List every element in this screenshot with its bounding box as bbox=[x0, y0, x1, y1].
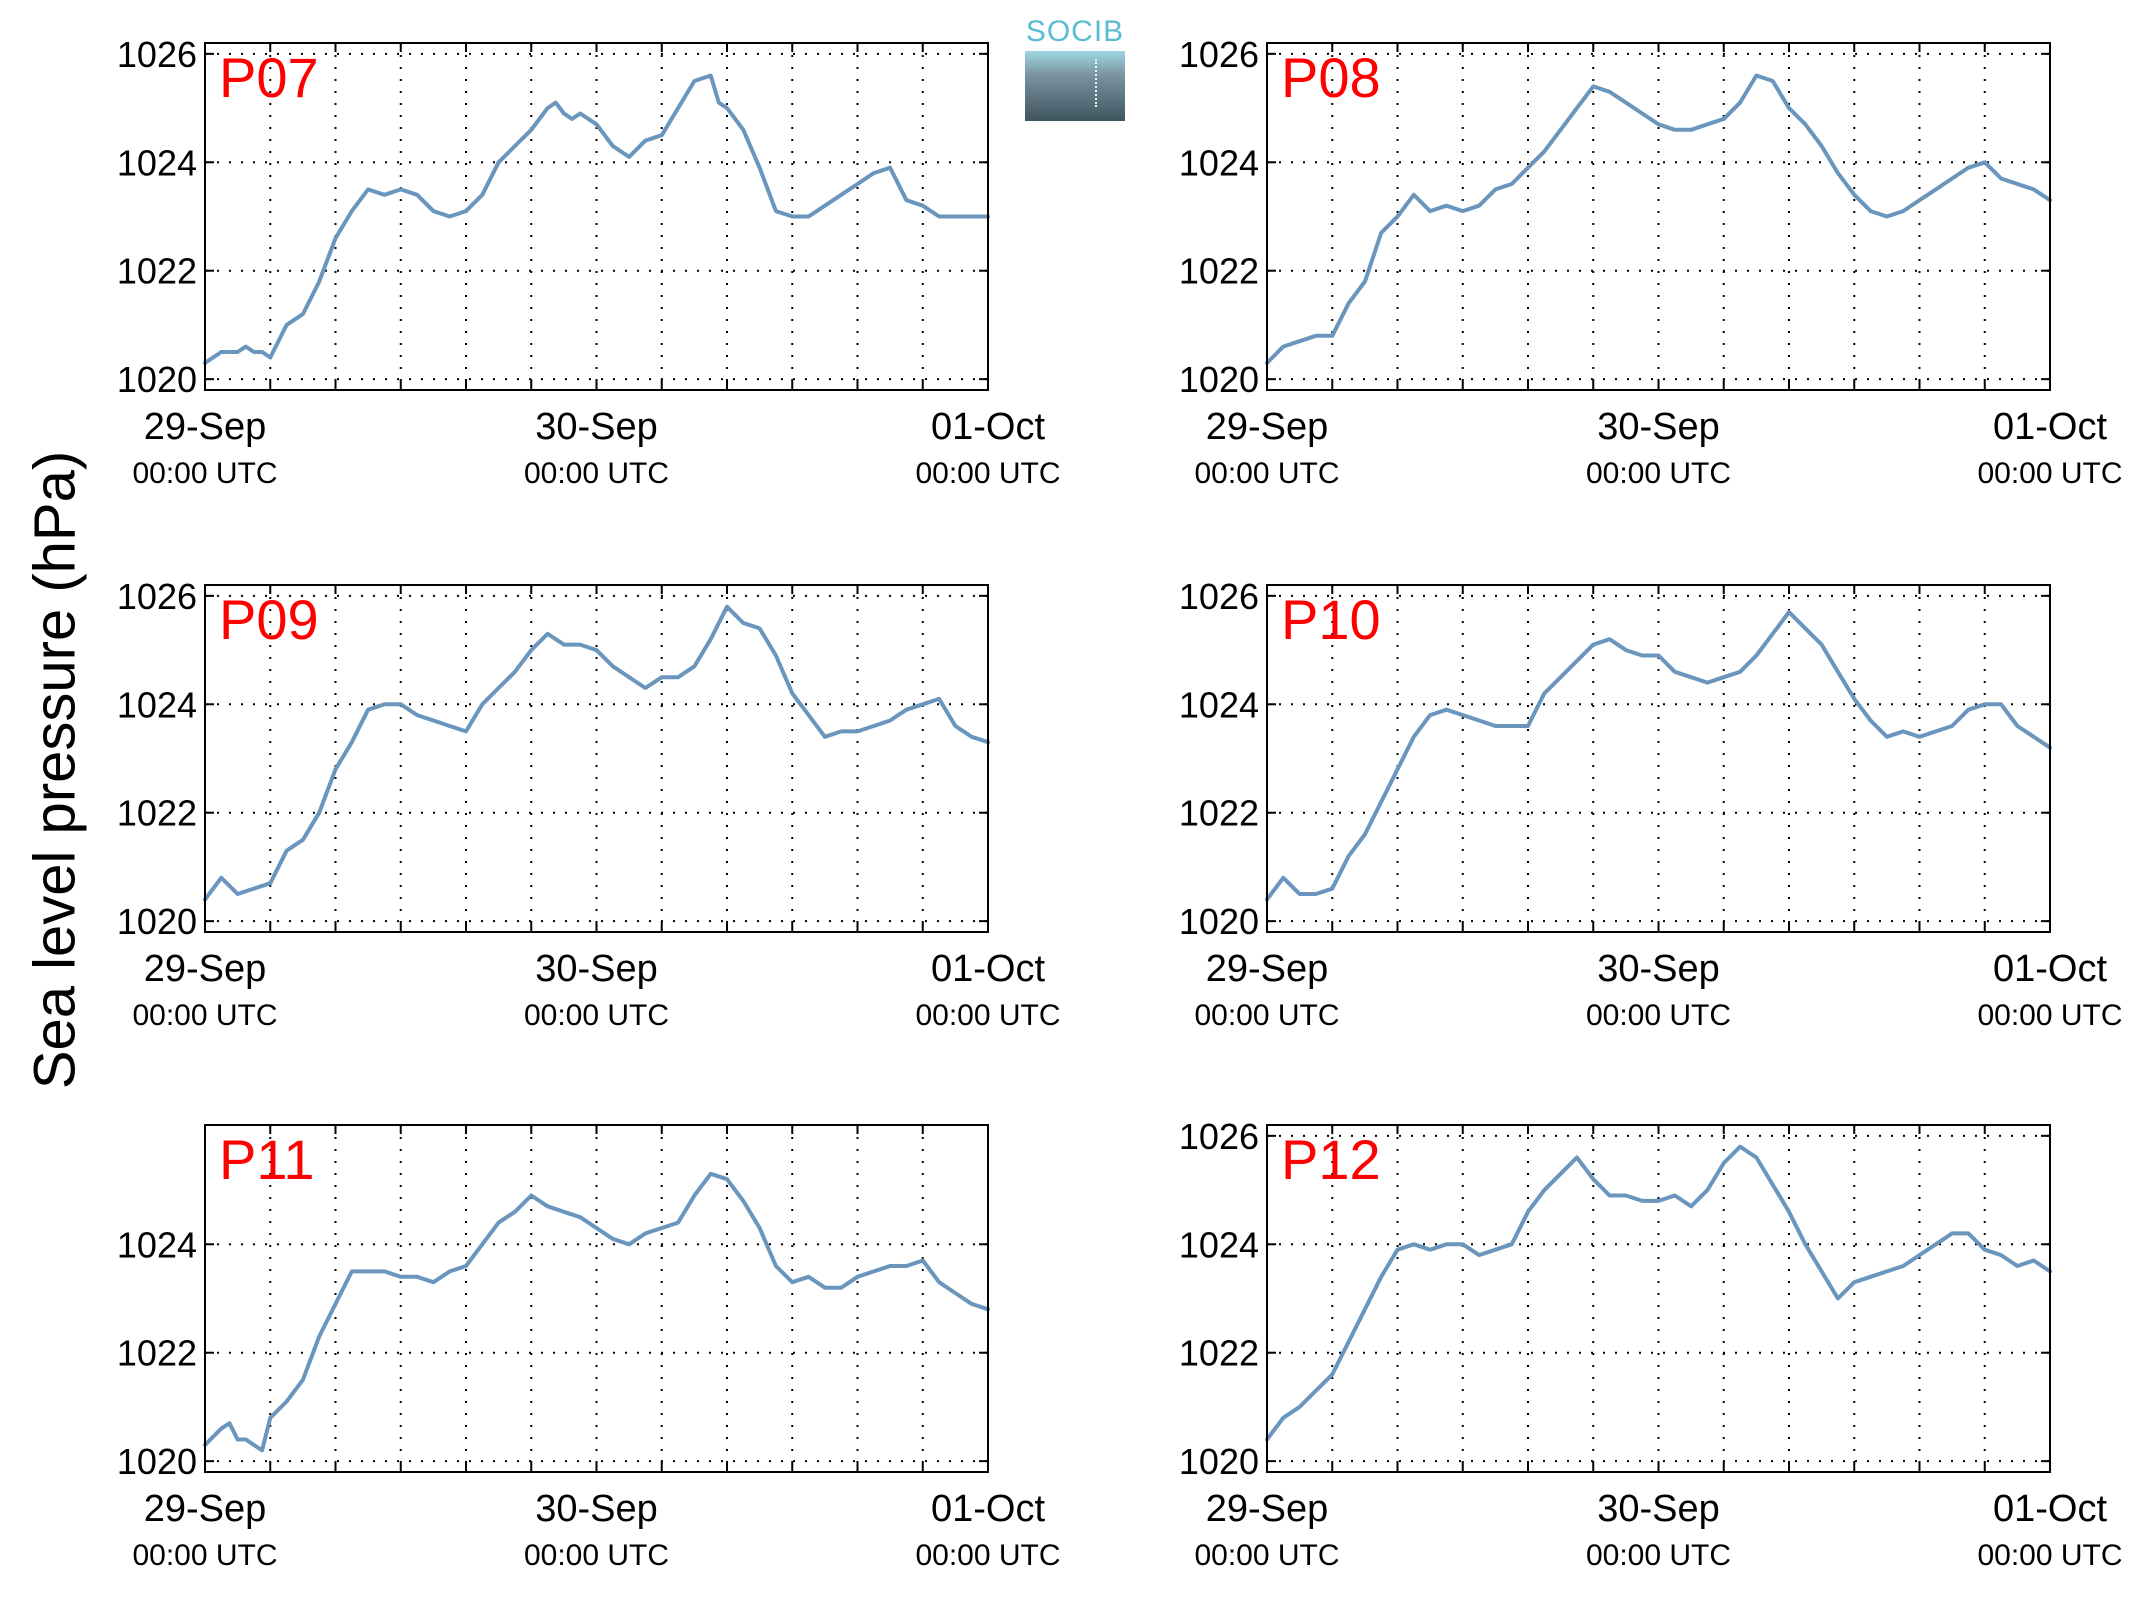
series-line bbox=[203, 1171, 990, 1453]
plot-area bbox=[1267, 1125, 2050, 1472]
chart-panel-p09: 1020 1022 1024 1026 29-Sep 00:00 UTC 30-Sep 00:… bbox=[117, 576, 1061, 1032]
logo-text: SOCIB bbox=[1025, 15, 1125, 48]
chart-panel-p10: 1020 1022 1024 1026 29-Sep 00:00 UTC 30-Sep 00:… bbox=[1179, 576, 2123, 1032]
plot-frame bbox=[204, 1124, 989, 1473]
plot-frame bbox=[1266, 1124, 2051, 1473]
plot-area bbox=[1267, 585, 2050, 932]
x-tick-label-time: 00:00 UTC bbox=[1977, 1539, 2122, 1572]
y-tick-label: 1022 bbox=[117, 251, 197, 292]
panel-title: P09 bbox=[219, 588, 319, 651]
logo-graphic bbox=[1025, 51, 1125, 121]
series-line bbox=[203, 604, 990, 902]
plot-frame bbox=[1266, 42, 2051, 391]
x-tick-label-date: 01-Oct bbox=[1993, 1488, 2107, 1530]
x-tick-label-date: 29-Sep bbox=[144, 406, 267, 448]
y-tick-label: 1022 bbox=[1179, 1333, 1259, 1374]
x-tick-label-time: 00:00 UTC bbox=[1194, 457, 1339, 490]
plot-frame bbox=[204, 584, 989, 933]
y-tick-label: 1026 bbox=[117, 576, 197, 617]
x-tick-label-date: 01-Oct bbox=[931, 948, 1045, 990]
x-tick-label-date: 01-Oct bbox=[931, 1488, 1045, 1530]
y-tick-label: 1026 bbox=[1179, 34, 1259, 75]
y-tick-label: 1022 bbox=[117, 793, 197, 834]
y-tick-label: 1020 bbox=[1179, 901, 1259, 942]
y-tick-label: 1026 bbox=[1179, 1116, 1259, 1157]
y-tick-label: 1020 bbox=[117, 901, 197, 942]
x-tick-label-time: 00:00 UTC bbox=[1977, 999, 2122, 1032]
y-tick-label: 1020 bbox=[117, 359, 197, 400]
panel-title: P10 bbox=[1281, 588, 1381, 651]
x-tick-label-time: 00:00 UTC bbox=[524, 999, 669, 1032]
plot-frame bbox=[1266, 584, 2051, 933]
series-line bbox=[1265, 610, 2052, 902]
x-tick-label-time: 00:00 UTC bbox=[1586, 999, 1731, 1032]
x-tick-label-date: 30-Sep bbox=[535, 406, 658, 448]
x-tick-label-date: 29-Sep bbox=[1206, 948, 1329, 990]
x-tick-label-time: 00:00 UTC bbox=[132, 999, 277, 1032]
x-tick-label-date: 29-Sep bbox=[1206, 406, 1329, 448]
x-tick-label-time: 00:00 UTC bbox=[1977, 457, 2122, 490]
x-tick-label-date: 29-Sep bbox=[1206, 1488, 1329, 1530]
chart-panel-p07: 1020 1022 1024 1026 29-Sep 00:00 UTC 30-Sep 00:… bbox=[117, 34, 1061, 490]
chart-panel-p08: 1020 1022 1024 1026 29-Sep 00:00 UTC 30-Sep 00:… bbox=[1179, 34, 2123, 490]
x-tick-label-time: 00:00 UTC bbox=[1586, 1539, 1731, 1572]
plot-area bbox=[205, 585, 988, 932]
x-tick-label-date: 30-Sep bbox=[1597, 948, 1720, 990]
series-line bbox=[203, 73, 990, 365]
y-tick-label: 1022 bbox=[117, 1333, 197, 1374]
x-tick-label-date: 30-Sep bbox=[535, 1488, 658, 1530]
x-tick-label-date: 01-Oct bbox=[931, 406, 1045, 448]
y-tick-label: 1026 bbox=[1179, 576, 1259, 617]
plot-frame bbox=[204, 42, 989, 391]
x-tick-label-time: 00:00 UTC bbox=[132, 457, 277, 490]
x-tick-label-date: 01-Oct bbox=[1993, 406, 2107, 448]
series-line bbox=[1265, 73, 2052, 365]
y-tick-label: 1020 bbox=[117, 1441, 197, 1482]
y-tick-label: 1022 bbox=[1179, 793, 1259, 834]
y-tick-label: 1024 bbox=[1179, 1224, 1259, 1265]
y-tick-label: 1024 bbox=[117, 684, 197, 725]
x-tick-label-time: 00:00 UTC bbox=[915, 1539, 1060, 1572]
panel-title: P12 bbox=[1281, 1128, 1381, 1191]
panel-title: P07 bbox=[219, 46, 319, 109]
plot-area bbox=[205, 43, 988, 390]
x-tick-label-date: 30-Sep bbox=[1597, 406, 1720, 448]
y-tick-label: 1024 bbox=[1179, 142, 1259, 183]
x-tick-label-time: 00:00 UTC bbox=[524, 1539, 669, 1572]
y-tick-label: 1024 bbox=[117, 142, 197, 183]
x-tick-label-time: 00:00 UTC bbox=[1586, 457, 1731, 490]
y-tick-label: 1024 bbox=[1179, 684, 1259, 725]
panel-title: P11 bbox=[219, 1128, 314, 1191]
x-tick-label-time: 00:00 UTC bbox=[132, 1539, 277, 1572]
chart-panel-p12: 1020 1022 1024 1026 29-Sep 00:00 UTC 30-Sep 00:… bbox=[1179, 1116, 2123, 1572]
y-tick-label: 1024 bbox=[117, 1224, 197, 1265]
x-tick-label-date: 30-Sep bbox=[1597, 1488, 1720, 1530]
x-tick-label-time: 00:00 UTC bbox=[1194, 1539, 1339, 1572]
x-tick-label-date: 01-Oct bbox=[1993, 948, 2107, 990]
y-tick-label: 1020 bbox=[1179, 359, 1259, 400]
x-tick-label-time: 00:00 UTC bbox=[915, 457, 1060, 490]
y-tick-label: 1026 bbox=[117, 34, 197, 75]
x-tick-label-time: 00:00 UTC bbox=[915, 999, 1060, 1032]
y-tick-label: 1022 bbox=[1179, 251, 1259, 292]
plot-area bbox=[205, 1125, 988, 1472]
series-line bbox=[1265, 1144, 2052, 1442]
chart-panel-p11: 1020 1022 1024 29-Sep 00:00 UTC 30-Sep 00:00 U… bbox=[117, 1124, 1061, 1572]
socib-logo: SOCIB bbox=[1025, 15, 1125, 121]
x-tick-label-time: 00:00 UTC bbox=[524, 457, 669, 490]
x-tick-label-date: 30-Sep bbox=[535, 948, 658, 990]
x-tick-label-time: 00:00 UTC bbox=[1194, 999, 1339, 1032]
panel-title: P08 bbox=[1281, 46, 1381, 109]
x-tick-label-date: 29-Sep bbox=[144, 948, 267, 990]
plot-area bbox=[1267, 43, 2050, 390]
x-tick-label-date: 29-Sep bbox=[144, 1488, 267, 1530]
y-tick-label: 1020 bbox=[1179, 1441, 1259, 1482]
y-axis-label: Sea level pressure (hPa) bbox=[22, 450, 88, 1090]
